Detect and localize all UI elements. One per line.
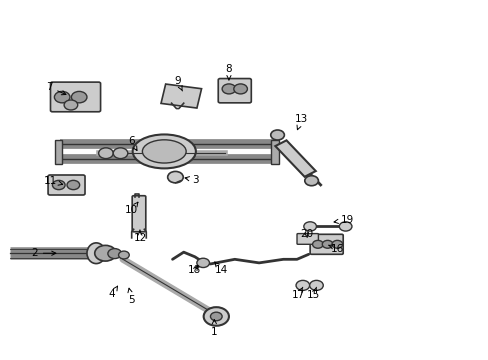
FancyBboxPatch shape xyxy=(218,78,251,103)
Text: 16: 16 xyxy=(328,244,344,253)
FancyBboxPatch shape xyxy=(50,82,101,112)
Circle shape xyxy=(197,258,209,267)
Text: 6: 6 xyxy=(128,136,137,150)
Circle shape xyxy=(295,280,309,291)
Circle shape xyxy=(67,180,80,190)
Ellipse shape xyxy=(132,134,196,168)
Circle shape xyxy=(233,84,247,94)
FancyBboxPatch shape xyxy=(48,175,85,195)
Text: 8: 8 xyxy=(225,64,232,80)
Text: 10: 10 xyxy=(125,202,138,215)
Circle shape xyxy=(64,100,78,110)
Text: 2: 2 xyxy=(31,248,56,258)
Text: 13: 13 xyxy=(295,113,308,130)
Circle shape xyxy=(309,280,323,291)
Circle shape xyxy=(339,222,351,231)
Bar xyxy=(271,140,278,164)
Circle shape xyxy=(71,91,87,103)
Text: 3: 3 xyxy=(184,175,199,185)
Circle shape xyxy=(270,130,284,140)
Circle shape xyxy=(95,246,116,261)
Circle shape xyxy=(322,240,332,248)
Ellipse shape xyxy=(142,140,186,163)
FancyBboxPatch shape xyxy=(296,234,318,244)
Text: 14: 14 xyxy=(214,262,227,275)
Polygon shape xyxy=(275,140,315,177)
Polygon shape xyxy=(161,84,201,108)
Bar xyxy=(55,140,62,164)
Text: 11: 11 xyxy=(43,176,62,186)
Text: 20: 20 xyxy=(300,229,313,239)
Circle shape xyxy=(312,240,323,248)
Text: 5: 5 xyxy=(128,288,135,305)
Circle shape xyxy=(99,148,113,158)
Circle shape xyxy=(210,312,222,321)
Ellipse shape xyxy=(87,243,105,264)
Circle shape xyxy=(167,171,183,183)
Text: 4: 4 xyxy=(109,286,117,299)
Circle shape xyxy=(118,251,129,259)
FancyBboxPatch shape xyxy=(132,196,145,232)
Text: 1: 1 xyxy=(211,320,217,337)
FancyBboxPatch shape xyxy=(309,234,343,254)
Text: 9: 9 xyxy=(174,76,182,91)
Text: 15: 15 xyxy=(306,287,320,300)
Circle shape xyxy=(108,249,121,258)
Circle shape xyxy=(113,148,127,158)
Text: 19: 19 xyxy=(333,215,353,225)
Text: 18: 18 xyxy=(188,265,201,275)
Circle shape xyxy=(203,307,228,326)
Circle shape xyxy=(331,240,342,248)
Circle shape xyxy=(52,180,65,190)
Circle shape xyxy=(222,84,235,94)
Text: 17: 17 xyxy=(291,287,304,300)
Text: 12: 12 xyxy=(133,230,146,243)
Text: 7: 7 xyxy=(46,82,66,95)
Circle shape xyxy=(303,222,316,231)
Circle shape xyxy=(54,91,70,103)
Circle shape xyxy=(304,176,318,186)
